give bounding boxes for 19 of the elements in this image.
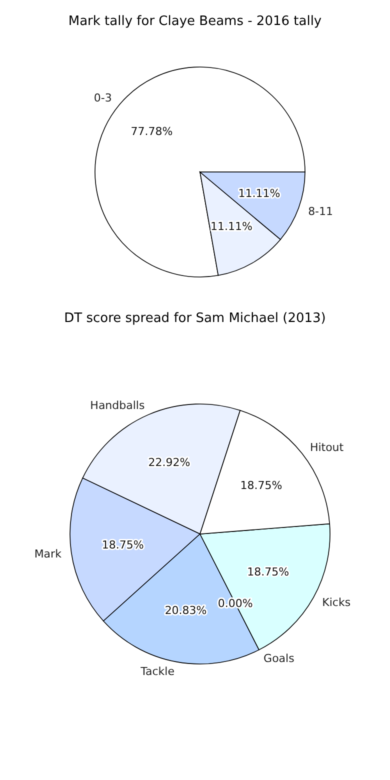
data-label: 11.11% (238, 187, 280, 200)
slice-label: Kicks (322, 596, 351, 609)
category-label: Goals (264, 652, 294, 666)
data-label: 77.78% (130, 125, 173, 138)
pie-slice (94, 66, 306, 278)
slice-label: 8-11 (308, 204, 334, 218)
data-label: 18.75% (247, 566, 290, 579)
slice-label: Tackle (140, 665, 175, 678)
data-label: 18.75% (102, 538, 144, 552)
slice-label: Handballs (90, 398, 145, 412)
data-label: 22.92% (148, 456, 190, 469)
chart-title: Mark tally for Claye Beams - 2016 tally (67, 13, 323, 29)
data-label: 18.75% (240, 479, 282, 492)
chart-title: DT score spread for Sam Michael (2013) (63, 310, 327, 326)
slice-label: Mark (34, 548, 62, 561)
slice-label: Hitout (310, 440, 344, 454)
data-label: 20.83% (164, 604, 207, 618)
slice-label: 0-3 (94, 92, 112, 105)
data-label: 11.11% (210, 220, 252, 234)
